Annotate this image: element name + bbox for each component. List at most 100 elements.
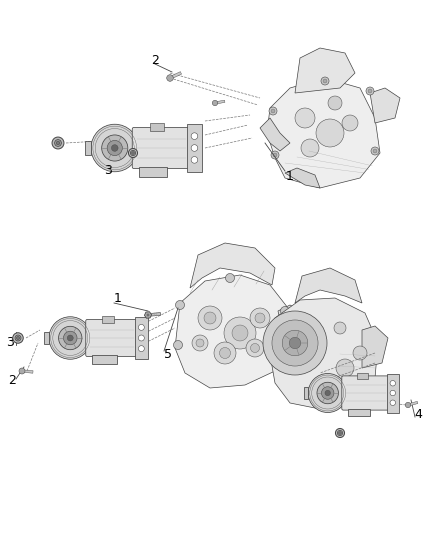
- FancyBboxPatch shape: [86, 319, 138, 357]
- Circle shape: [308, 374, 347, 413]
- Circle shape: [316, 119, 344, 147]
- Circle shape: [214, 342, 236, 364]
- Circle shape: [19, 368, 25, 374]
- Circle shape: [269, 107, 277, 115]
- FancyBboxPatch shape: [132, 127, 191, 168]
- Circle shape: [219, 348, 230, 359]
- FancyBboxPatch shape: [342, 376, 390, 410]
- Bar: [357, 373, 368, 379]
- Circle shape: [147, 314, 149, 316]
- Polygon shape: [148, 312, 161, 317]
- Polygon shape: [92, 355, 117, 364]
- Circle shape: [102, 135, 128, 161]
- Circle shape: [289, 337, 301, 349]
- Bar: [134, 317, 148, 359]
- Circle shape: [250, 308, 270, 328]
- Bar: [102, 316, 114, 323]
- Polygon shape: [175, 275, 290, 388]
- Text: 2: 2: [151, 53, 159, 67]
- Circle shape: [52, 137, 64, 149]
- Circle shape: [138, 335, 145, 341]
- Circle shape: [246, 339, 264, 357]
- Circle shape: [191, 133, 198, 140]
- Text: 4: 4: [414, 408, 422, 422]
- Bar: [150, 124, 163, 131]
- Circle shape: [17, 336, 20, 340]
- Polygon shape: [295, 48, 355, 93]
- Circle shape: [371, 147, 379, 155]
- Circle shape: [255, 313, 265, 323]
- Circle shape: [204, 312, 216, 324]
- Circle shape: [390, 400, 396, 406]
- Circle shape: [107, 140, 122, 156]
- Circle shape: [55, 140, 61, 147]
- Circle shape: [57, 141, 60, 144]
- Text: 1: 1: [286, 171, 294, 183]
- Circle shape: [373, 149, 377, 153]
- Text: 3: 3: [6, 336, 14, 350]
- Circle shape: [336, 359, 354, 377]
- Circle shape: [138, 325, 145, 330]
- Bar: [304, 387, 308, 399]
- Polygon shape: [370, 88, 400, 123]
- Circle shape: [337, 431, 343, 435]
- Polygon shape: [267, 78, 380, 188]
- Circle shape: [91, 124, 138, 172]
- Circle shape: [196, 339, 204, 347]
- Circle shape: [328, 96, 342, 110]
- Circle shape: [128, 149, 138, 158]
- Polygon shape: [260, 118, 290, 151]
- Polygon shape: [285, 168, 320, 188]
- Circle shape: [111, 144, 118, 151]
- Circle shape: [176, 301, 184, 310]
- Circle shape: [131, 150, 136, 156]
- Circle shape: [280, 341, 290, 350]
- Circle shape: [368, 89, 372, 93]
- Polygon shape: [145, 312, 152, 318]
- Circle shape: [301, 139, 319, 157]
- Text: 1: 1: [114, 293, 122, 305]
- Circle shape: [198, 306, 222, 330]
- Circle shape: [192, 335, 208, 351]
- Text: 5: 5: [164, 349, 172, 361]
- Circle shape: [321, 77, 329, 85]
- Polygon shape: [295, 268, 362, 303]
- Circle shape: [280, 306, 290, 316]
- Circle shape: [224, 317, 256, 349]
- Polygon shape: [139, 167, 167, 176]
- Polygon shape: [278, 305, 305, 343]
- Circle shape: [339, 432, 341, 434]
- Circle shape: [191, 157, 198, 163]
- Circle shape: [173, 341, 183, 350]
- Circle shape: [272, 320, 318, 366]
- Circle shape: [271, 151, 279, 159]
- Circle shape: [138, 345, 145, 352]
- Bar: [85, 141, 91, 155]
- Circle shape: [273, 153, 277, 157]
- Circle shape: [132, 152, 134, 154]
- Circle shape: [271, 109, 275, 113]
- Circle shape: [334, 322, 346, 334]
- Circle shape: [64, 331, 77, 345]
- Circle shape: [390, 381, 396, 386]
- Text: 3: 3: [104, 165, 112, 177]
- Polygon shape: [268, 298, 378, 410]
- Polygon shape: [22, 370, 33, 373]
- Circle shape: [15, 335, 21, 341]
- Polygon shape: [362, 326, 388, 368]
- Circle shape: [323, 79, 327, 83]
- Circle shape: [353, 346, 367, 360]
- Circle shape: [295, 108, 315, 128]
- Circle shape: [405, 402, 411, 408]
- Circle shape: [321, 387, 334, 399]
- Circle shape: [191, 144, 198, 151]
- Polygon shape: [348, 409, 371, 416]
- Bar: [187, 124, 202, 172]
- Polygon shape: [190, 243, 275, 288]
- Text: 2: 2: [8, 375, 16, 387]
- Circle shape: [49, 317, 92, 359]
- Polygon shape: [215, 100, 225, 104]
- Circle shape: [336, 429, 345, 438]
- Polygon shape: [408, 401, 418, 406]
- Circle shape: [342, 115, 358, 131]
